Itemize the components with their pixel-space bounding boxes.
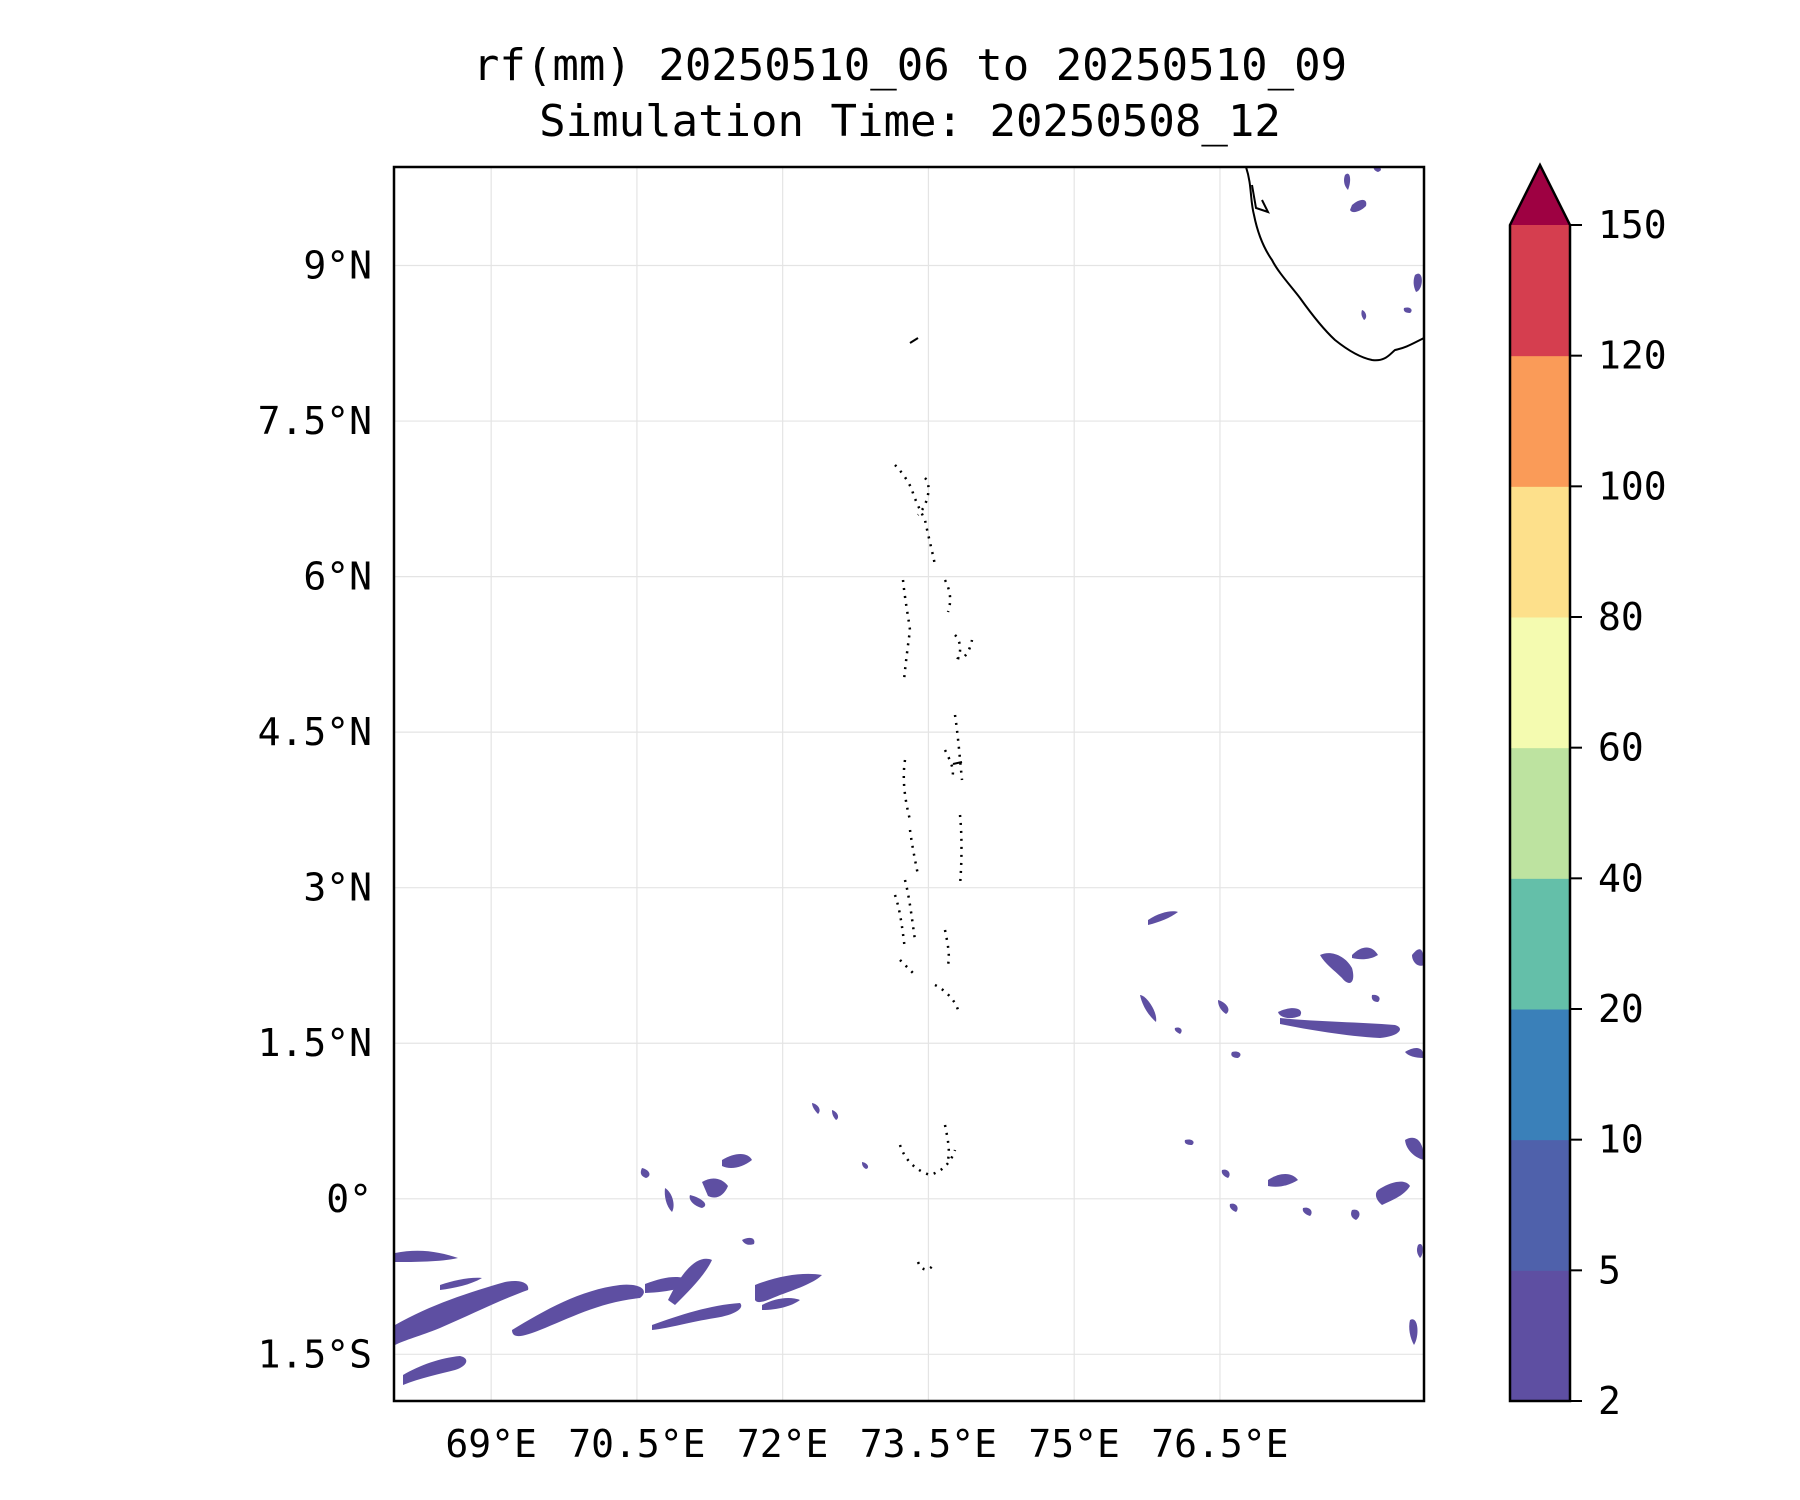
rain-area [1351, 1209, 1360, 1220]
rain-area [1416, 1243, 1423, 1258]
colorbar-segment [1510, 878, 1570, 1010]
rain-area [395, 1250, 458, 1262]
rain-area [1268, 1174, 1298, 1187]
rain-area [1371, 994, 1380, 1002]
rain-area [512, 1284, 644, 1337]
lon-tick-label: 75°E [1028, 1422, 1120, 1466]
rain-area [1221, 1169, 1230, 1178]
map-title: rf(mm) 20250510_06 to 20250510_09 Simula… [395, 38, 1425, 150]
lat-tick-label: 1.5°S [258, 1332, 372, 1376]
rain-area [1361, 310, 1367, 320]
colorbar-tick-label: 120 [1598, 334, 1667, 378]
rain-area [1320, 953, 1354, 983]
rain-area [440, 1277, 482, 1290]
colorbar-segment [1510, 1139, 1570, 1271]
rain-area [1352, 947, 1378, 960]
rain-area [1413, 273, 1422, 292]
rain-area [832, 1110, 839, 1120]
rain-area [1148, 911, 1178, 925]
rain-area [1184, 1139, 1194, 1145]
rain-area [403, 1356, 467, 1385]
rain-area [812, 1103, 820, 1114]
rain-area [742, 1237, 755, 1245]
coastline-islet [1251, 184, 1270, 214]
rain-area [1412, 949, 1424, 966]
coastlines [893, 167, 1424, 1271]
rain-area [862, 1162, 869, 1169]
lat-tick-label: 6°N [303, 555, 372, 599]
lon-tick-label: 76.5°E [1151, 1422, 1288, 1466]
islet-atoll-center [952, 761, 963, 765]
rain-area [1231, 1051, 1241, 1058]
rain-areas [395, 167, 1424, 1385]
colorbar-segment [1510, 486, 1570, 618]
colorbar-tick-label: 60 [1598, 726, 1644, 770]
rain-area [722, 1154, 752, 1168]
title-line-2: Simulation Time: 20250508_12 [539, 96, 1281, 147]
rain-area [1403, 307, 1412, 313]
rain-area [1140, 995, 1157, 1022]
lon-tick-label: 70.5°E [568, 1422, 705, 1466]
lon-tick-label: 73.5°E [860, 1422, 997, 1466]
rain-area [1375, 1181, 1410, 1205]
rain-area [1405, 1048, 1424, 1058]
colorbar-outline [1508, 162, 1572, 1403]
lat-tick-label: 9°N [303, 244, 372, 288]
colorbar-segment [1510, 1009, 1570, 1141]
lat-tick-label: 0° [326, 1177, 372, 1221]
rain-area [1405, 1137, 1424, 1160]
colorbar-tick-label: 100 [1598, 464, 1667, 508]
rain-area [1344, 173, 1351, 190]
rain-area [1174, 1027, 1182, 1034]
rain-area [1409, 1319, 1418, 1345]
axis-ticks: 69°E 70.5°E 72°E 73.5°E 75°E 76.5°E 9°N 7.5°N 6°… [258, 244, 1289, 1466]
colorbar-segment [1510, 225, 1570, 357]
lon-tick-label: 72°E [737, 1422, 829, 1466]
rain-area [668, 1258, 712, 1305]
colorbar-segment [1510, 355, 1570, 487]
islet-north [909, 337, 919, 344]
colorbar-segment [1510, 1270, 1570, 1402]
colorbar-segment [1510, 747, 1570, 879]
colorbar-tick-label: 10 [1598, 1118, 1644, 1162]
rain-area [1218, 1000, 1229, 1014]
colorbar-tick-label: 40 [1598, 856, 1644, 900]
rain-area [640, 1168, 650, 1178]
colorbar-tick-label: 150 [1598, 203, 1667, 247]
rain-area [652, 1303, 742, 1330]
lat-tick-label: 3°N [303, 866, 372, 910]
coastline-india [1245, 167, 1424, 362]
rain-area [702, 1178, 728, 1198]
rain-area [1350, 199, 1367, 213]
rain-area [762, 1297, 800, 1310]
colorbar-extend-arrow [1510, 165, 1570, 225]
maldives-atolls [893, 464, 974, 1271]
map-frame [392, 165, 1426, 1403]
gridlines [394, 167, 1424, 1401]
colorbar-tick-label: 80 [1598, 595, 1644, 639]
rain-area [1229, 1203, 1238, 1212]
title-line-1: rf(mm) 20250510_06 to 20250510_09 [472, 40, 1348, 91]
rain-area [755, 1273, 822, 1303]
rain-area [689, 1195, 706, 1208]
rain-area [1280, 1018, 1400, 1038]
rain-area [395, 1280, 529, 1345]
lat-tick-label: 1.5°N [258, 1021, 372, 1065]
colorbar-tick-label: 2 [1598, 1379, 1621, 1423]
colorbar: 2 5 10 20 40 60 80 100 120 150 [1508, 162, 1667, 1423]
lon-tick-label: 69°E [445, 1422, 537, 1466]
rain-area [1278, 1008, 1302, 1019]
colorbar-tick-label: 20 [1598, 987, 1644, 1031]
colorbar-tick-label: 5 [1598, 1248, 1621, 1292]
lat-tick-label: 7.5°N [258, 399, 372, 443]
colorbar-segment [1510, 617, 1570, 749]
rain-area [664, 1188, 674, 1212]
rain-area [1302, 1207, 1312, 1216]
lat-tick-label: 4.5°N [258, 710, 372, 754]
